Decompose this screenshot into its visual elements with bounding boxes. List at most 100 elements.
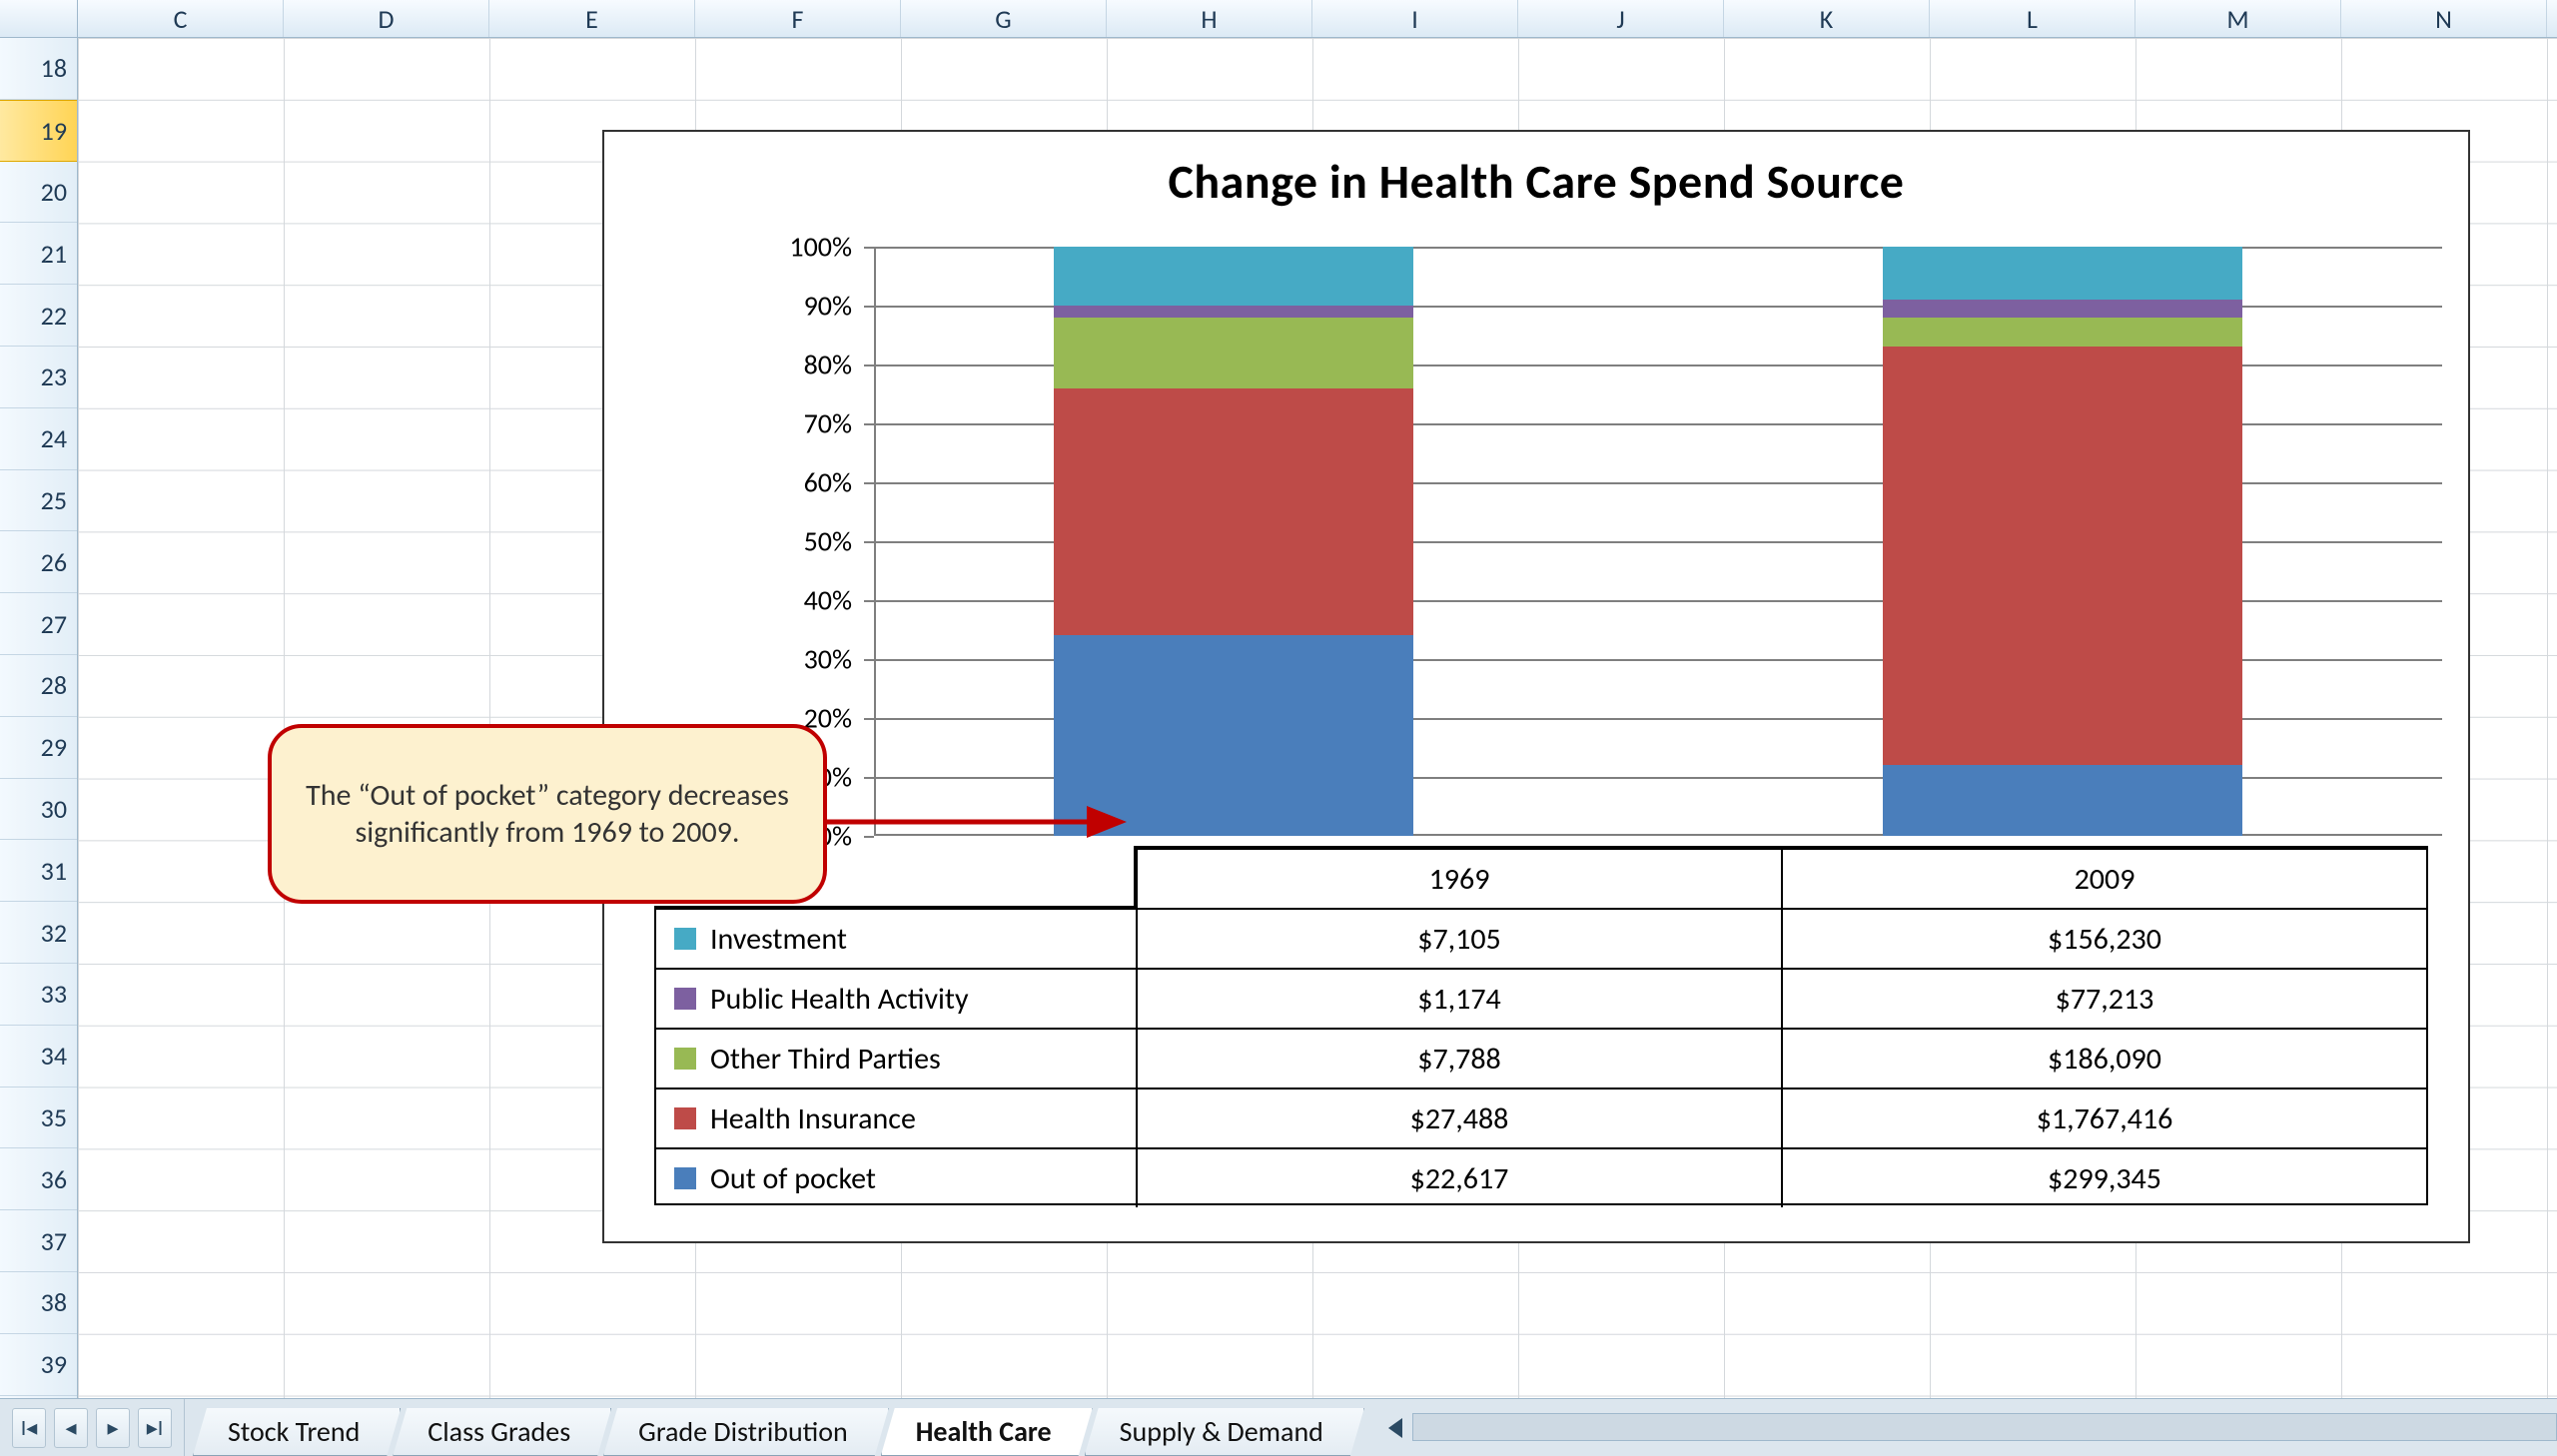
chart-legend-label: Public Health Activity bbox=[656, 970, 1136, 1028]
annotation-text: The “Out of pocket” category decreases s… bbox=[300, 777, 795, 852]
chart-table-value: $7,105 bbox=[1136, 910, 1781, 968]
nav-first-icon[interactable]: I◂ bbox=[12, 1408, 46, 1448]
chart-legend-label: Out of pocket bbox=[656, 1149, 1136, 1207]
chart-y-tick-label: 90% bbox=[804, 289, 852, 324]
chart-bar-segment bbox=[1054, 306, 1413, 318]
sheet-tab[interactable]: Health Care bbox=[881, 1408, 1093, 1456]
column-header[interactable]: H bbox=[1107, 0, 1312, 37]
chart-table-row: Public Health Activity$1,174$77,213 bbox=[656, 968, 2426, 1028]
chart-legend-label: Investment bbox=[656, 910, 1136, 968]
chart-bar[interactable] bbox=[1883, 247, 2242, 836]
chart-table-row: Health Insurance$27,488$1,767,416 bbox=[656, 1088, 2426, 1147]
chart-bar-segment bbox=[1883, 765, 2242, 836]
chart-legend-label: Other Third Parties bbox=[656, 1030, 1136, 1088]
row-header[interactable]: 38 bbox=[0, 1272, 77, 1334]
chart-tick bbox=[864, 600, 874, 602]
chart-object[interactable]: Change in Health Care Spend Source 0%10%… bbox=[602, 130, 2470, 1243]
row-header[interactable]: 27 bbox=[0, 593, 77, 655]
chart-legend-swatch bbox=[674, 1107, 696, 1129]
nav-next-icon[interactable]: ▸ bbox=[96, 1408, 130, 1448]
sheet-tab[interactable]: Class Grades bbox=[393, 1408, 611, 1456]
row-header[interactable]: 20 bbox=[0, 162, 77, 224]
sheet-tab-bar: I◂ ◂ ▸ ▸I Stock TrendClass GradesGrade D… bbox=[0, 1398, 2557, 1456]
nav-last-icon[interactable]: ▸I bbox=[138, 1408, 172, 1448]
chart-bar-segment bbox=[1883, 300, 2242, 318]
chart-table-value: $7,788 bbox=[1136, 1030, 1781, 1088]
chart-table-category: 1969 bbox=[1136, 850, 1781, 908]
column-header[interactable]: N bbox=[2341, 0, 2547, 37]
column-header[interactable]: J bbox=[1518, 0, 1724, 37]
chart-legend-swatch bbox=[674, 988, 696, 1010]
chart-legend-swatch bbox=[674, 928, 696, 950]
row-header[interactable]: 23 bbox=[0, 347, 77, 408]
row-header[interactable]: 36 bbox=[0, 1148, 77, 1210]
chart-y-tick-label: 30% bbox=[804, 642, 852, 677]
sheet-tab[interactable]: Grade Distribution bbox=[603, 1408, 889, 1456]
chart-table-value: $1,767,416 bbox=[1781, 1090, 2426, 1147]
annotation-callout[interactable]: The “Out of pocket” category decreases s… bbox=[268, 724, 827, 904]
chart-tick bbox=[864, 306, 874, 308]
column-header[interactable]: G bbox=[901, 0, 1107, 37]
chart-title: Change in Health Care Spend Source bbox=[604, 132, 2468, 211]
row-header[interactable]: 39 bbox=[0, 1334, 77, 1396]
chart-tick bbox=[864, 247, 874, 249]
select-all-corner[interactable] bbox=[0, 0, 78, 37]
chart-bar[interactable] bbox=[1054, 247, 1413, 836]
sheet-nav-buttons: I◂ ◂ ▸ ▸I bbox=[0, 1399, 185, 1456]
column-header[interactable]: F bbox=[695, 0, 901, 37]
chart-table-value: $1,174 bbox=[1136, 970, 1781, 1028]
row-header[interactable]: 19 bbox=[0, 100, 77, 162]
row-header[interactable]: 37 bbox=[0, 1210, 77, 1272]
column-header[interactable]: K bbox=[1724, 0, 1930, 37]
row-header[interactable]: 18 bbox=[0, 38, 77, 100]
row-header[interactable]: 32 bbox=[0, 902, 77, 964]
row-header[interactable]: 24 bbox=[0, 408, 77, 470]
row-header[interactable]: 33 bbox=[0, 964, 77, 1026]
chart-table-header-row: 19692009 bbox=[656, 848, 2426, 908]
chart-y-tick-label: 70% bbox=[804, 406, 852, 441]
row-header[interactable]: 26 bbox=[0, 531, 77, 593]
column-header[interactable]: C bbox=[78, 0, 284, 37]
row-header[interactable]: 31 bbox=[0, 840, 77, 902]
chart-table-value: $22,617 bbox=[1136, 1149, 1781, 1207]
column-headers: CDEFGHIJKLMN bbox=[0, 0, 2557, 38]
chart-plot-area bbox=[874, 247, 2442, 836]
chart-table-row: Other Third Parties$7,788$186,090 bbox=[656, 1028, 2426, 1088]
row-header[interactable]: 28 bbox=[0, 655, 77, 717]
chart-table-row: Out of pocket$22,617$299,345 bbox=[656, 1147, 2426, 1207]
chart-legend-label: Health Insurance bbox=[656, 1090, 1136, 1147]
chart-bar-segment bbox=[1883, 247, 2242, 300]
annotation-arrow bbox=[827, 802, 1127, 842]
chart-tick bbox=[864, 659, 874, 661]
row-header[interactable]: 21 bbox=[0, 223, 77, 285]
chart-bar-segment bbox=[1883, 347, 2242, 765]
column-header[interactable]: D bbox=[284, 0, 489, 37]
chart-table-value: $77,213 bbox=[1781, 970, 2426, 1028]
chart-bar-segment bbox=[1054, 247, 1413, 306]
chart-table-row: Investment$7,105$156,230 bbox=[656, 908, 2426, 968]
column-header[interactable]: M bbox=[2135, 0, 2341, 37]
chart-tick bbox=[864, 364, 874, 366]
column-header[interactable]: L bbox=[1930, 0, 2135, 37]
row-header[interactable]: 22 bbox=[0, 285, 77, 347]
chart-legend-swatch bbox=[674, 1167, 696, 1189]
chart-bar-segment bbox=[1054, 388, 1413, 636]
horizontal-scrollbar[interactable] bbox=[1412, 1413, 2557, 1441]
sheet-tab[interactable]: Supply & Demand bbox=[1085, 1408, 1364, 1456]
chart-y-tick-label: 40% bbox=[804, 583, 852, 618]
chart-bar-segment bbox=[1883, 318, 2242, 348]
row-header[interactable]: 25 bbox=[0, 470, 77, 532]
column-header[interactable]: E bbox=[489, 0, 695, 37]
chart-table-value: $299,345 bbox=[1781, 1149, 2426, 1207]
row-header[interactable]: 35 bbox=[0, 1088, 77, 1149]
row-header[interactable]: 34 bbox=[0, 1026, 77, 1088]
chart-tick bbox=[864, 423, 874, 425]
scroll-left-icon[interactable] bbox=[1388, 1418, 1402, 1438]
nav-prev-icon[interactable]: ◂ bbox=[54, 1408, 88, 1448]
column-header[interactable]: I bbox=[1312, 0, 1518, 37]
chart-table-category: 2009 bbox=[1781, 850, 2426, 908]
chart-y-tick-label: 60% bbox=[804, 465, 852, 500]
row-header[interactable]: 29 bbox=[0, 717, 77, 779]
sheet-tab[interactable]: Stock Trend bbox=[193, 1408, 401, 1456]
row-header[interactable]: 30 bbox=[0, 779, 77, 841]
